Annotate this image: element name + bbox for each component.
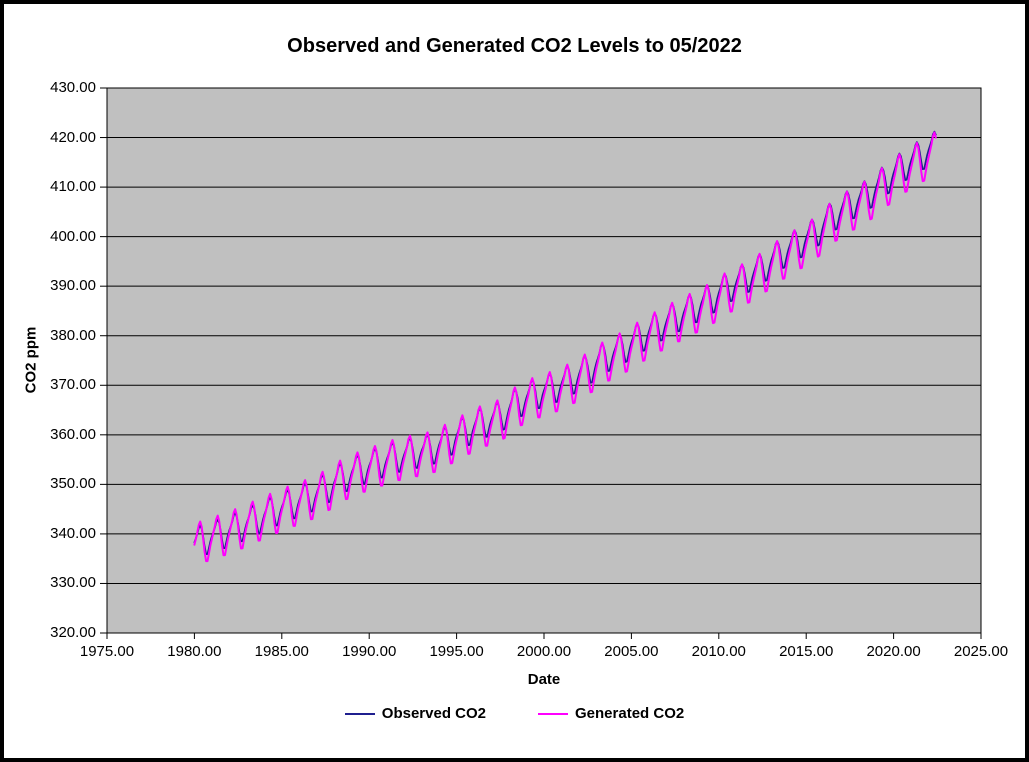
y-tick-label: 380.00 <box>50 326 96 344</box>
x-tick-label: 1985.00 <box>254 643 309 660</box>
y-tick-label: 410.00 <box>50 178 96 196</box>
y-tick-label: 420.00 <box>50 128 96 146</box>
plot-background <box>106 87 982 634</box>
generated-co2-line <box>193 131 937 563</box>
x-tick-label: 2020.00 <box>866 643 921 660</box>
y-tick-label: 370.00 <box>50 376 96 394</box>
x-tick-label: 1995.00 <box>429 643 484 660</box>
y-tick-label: 340.00 <box>50 524 96 542</box>
legend-item-generated: Generated CO2 <box>538 705 684 722</box>
y-tick-label: 400.00 <box>50 227 96 245</box>
legend: Observed CO2 Generated CO2 <box>4 705 1025 722</box>
x-tick-label: 2010.00 <box>691 643 746 660</box>
y-tick-label: 430.00 <box>50 79 96 96</box>
legend-label-generated: Generated CO2 <box>575 705 685 722</box>
generated-line-sample <box>538 712 568 715</box>
x-tick-label: 2015.00 <box>779 643 834 660</box>
y-tick-label: 390.00 <box>50 277 96 295</box>
plot-area <box>100 87 982 639</box>
x-axis-title: Date <box>527 671 561 688</box>
x-tick-label: 1975.00 <box>79 643 135 660</box>
x-tick-label: 1990.00 <box>342 643 397 660</box>
x-tick-label: 2025.00 <box>953 643 1009 660</box>
legend-label-observed: Observed CO2 <box>381 705 486 722</box>
x-tick-label: 2000.00 <box>516 643 572 660</box>
y-tick-label: 320.00 <box>50 624 96 641</box>
observed-line-sample <box>344 712 375 715</box>
x-tick-label: 1980.00 <box>167 643 222 660</box>
y-tick-label: 330.00 <box>50 574 96 592</box>
y-axis-title: CO2 ppm <box>22 326 40 394</box>
legend-item-observed: Observed CO2 <box>344 705 486 722</box>
chart-title: Observed and Generated CO2 Levels to 05/… <box>287 35 742 57</box>
y-tick-label: 360.00 <box>50 425 96 443</box>
y-tick-label: 350.00 <box>50 475 96 493</box>
x-tick-label: 2005.00 <box>604 643 659 660</box>
